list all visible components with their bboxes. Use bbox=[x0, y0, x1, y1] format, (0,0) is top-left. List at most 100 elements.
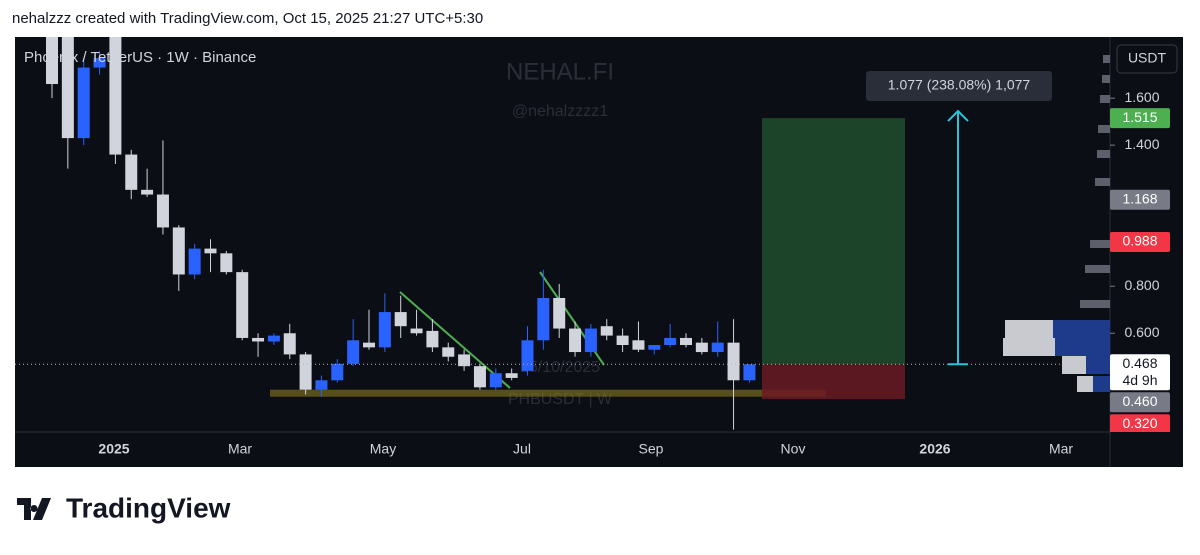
x-tick-label: Mar bbox=[228, 441, 252, 457]
candle-body bbox=[315, 380, 328, 390]
x-tick-label: 2026 bbox=[919, 441, 950, 457]
stop-zone bbox=[762, 364, 905, 400]
price-label: 0.468 bbox=[1122, 355, 1157, 371]
candle-body bbox=[156, 194, 169, 228]
candle-body bbox=[363, 342, 375, 348]
candle-body bbox=[648, 345, 661, 350]
header: nehalzzz created with TradingView.com, O… bbox=[12, 10, 483, 27]
volume-profile bbox=[1085, 265, 1110, 273]
watermark: NEHAL.FI bbox=[506, 58, 614, 85]
target-zone bbox=[762, 118, 905, 365]
candle-body bbox=[252, 337, 265, 342]
candle-body bbox=[695, 342, 708, 353]
candle-body bbox=[331, 363, 344, 381]
volume-profile bbox=[1053, 320, 1110, 338]
volume-profile bbox=[1005, 320, 1053, 338]
logo-text: TradingView bbox=[66, 492, 231, 523]
measure-label: 1.077 (238.08%) 1,077 bbox=[888, 77, 1031, 93]
volume-profile bbox=[1103, 55, 1110, 63]
volume-profile bbox=[1095, 178, 1110, 186]
watermark: 15/10/2025 bbox=[520, 359, 600, 376]
candle-body bbox=[616, 335, 629, 346]
symbol: Phoenix / TetherUS · 1W · Binance bbox=[24, 49, 256, 66]
candle-body bbox=[727, 342, 740, 381]
candle-body bbox=[680, 337, 692, 346]
candle-body bbox=[584, 328, 597, 353]
candle-body bbox=[61, 37, 74, 139]
candle-body bbox=[283, 333, 296, 355]
volume-profile bbox=[1102, 75, 1110, 83]
volume-profile bbox=[1097, 150, 1110, 158]
candle-body bbox=[743, 364, 756, 381]
candle-body bbox=[537, 297, 550, 341]
candle-body bbox=[394, 312, 407, 327]
candle-body bbox=[220, 253, 233, 273]
volume-profile bbox=[1003, 338, 1055, 356]
volume-profile bbox=[1093, 376, 1110, 392]
candle-body bbox=[410, 328, 423, 334]
candle-body bbox=[299, 354, 312, 390]
candle-body bbox=[236, 272, 249, 338]
price-label: 0.988 bbox=[1122, 233, 1157, 249]
candle-body bbox=[553, 297, 566, 329]
logo-icon bbox=[17, 498, 51, 520]
candle-body bbox=[458, 354, 471, 367]
candle-body bbox=[632, 340, 645, 350]
candle-body bbox=[172, 227, 185, 275]
candle-body bbox=[378, 312, 391, 348]
candle-body bbox=[188, 248, 201, 275]
x-tick-label: Sep bbox=[639, 441, 664, 457]
candle-body bbox=[93, 58, 106, 68]
x-tick-label: May bbox=[370, 441, 396, 457]
volume-profile bbox=[1090, 240, 1110, 248]
candle-body bbox=[521, 340, 534, 371]
volume-profile bbox=[1062, 356, 1086, 374]
price-label-box bbox=[1110, 108, 1170, 129]
candle-body bbox=[489, 373, 502, 388]
volume-profile bbox=[1055, 338, 1110, 356]
measure-head bbox=[947, 109, 969, 122]
x-tick-label: Nov bbox=[781, 441, 806, 457]
price-label-box bbox=[1110, 354, 1170, 391]
price-label-box bbox=[1110, 392, 1170, 413]
y-tick-label: 0.600 bbox=[1124, 324, 1159, 340]
volume-profile bbox=[1098, 125, 1110, 133]
volume-profile bbox=[1086, 356, 1110, 374]
candle-body bbox=[141, 189, 154, 195]
x-tick-label: 2025 bbox=[98, 441, 129, 457]
candle-body bbox=[600, 326, 613, 336]
candle-body bbox=[267, 335, 280, 342]
watermark: @nehalzzzz1 bbox=[512, 103, 608, 120]
price-label: 1.515 bbox=[1122, 109, 1157, 125]
x-tick-label: Mar bbox=[1049, 441, 1073, 457]
y-tick-label: 0.800 bbox=[1124, 277, 1159, 293]
candle-body bbox=[505, 373, 518, 378]
candle-body bbox=[711, 342, 724, 353]
price-label: 1.168 bbox=[1122, 190, 1157, 206]
countdown: 4d 9h bbox=[1122, 372, 1157, 388]
candle-body bbox=[664, 337, 677, 346]
support-zone bbox=[270, 389, 826, 397]
volume-profile bbox=[1100, 95, 1110, 103]
candle-body bbox=[426, 330, 439, 348]
trendline bbox=[399, 291, 511, 389]
candle-body bbox=[473, 366, 486, 388]
candle-body bbox=[125, 154, 138, 190]
candle-body bbox=[569, 328, 582, 353]
candle-body bbox=[442, 347, 455, 357]
y-tick-label: 1.400 bbox=[1124, 136, 1159, 152]
x-tick-label: Jul bbox=[513, 441, 531, 457]
candle-body bbox=[347, 340, 360, 364]
price-label-box bbox=[1110, 232, 1170, 253]
currency-box bbox=[1116, 44, 1178, 74]
volume-profile bbox=[1080, 300, 1110, 308]
measure-box bbox=[866, 71, 1052, 101]
price-label-box bbox=[1110, 189, 1170, 210]
y-tick-label: 1.600 bbox=[1124, 89, 1159, 105]
price-label-box bbox=[1110, 414, 1170, 432]
price-label: 0.320 bbox=[1122, 415, 1157, 431]
